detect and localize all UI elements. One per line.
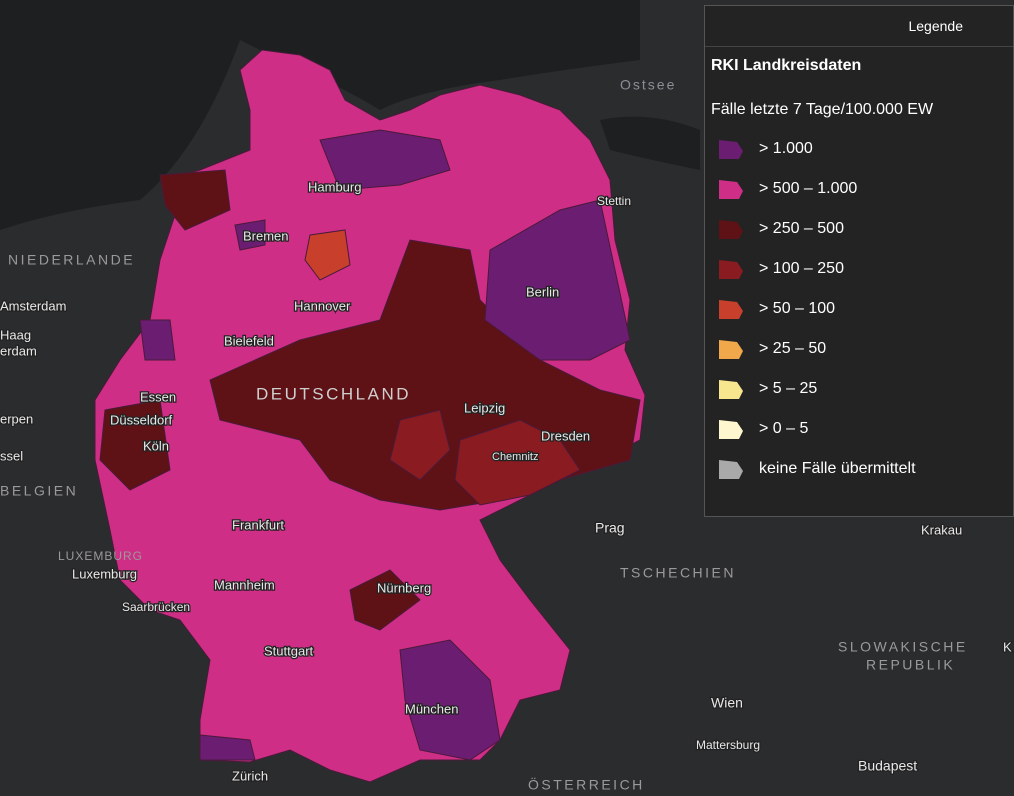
city-label: Frankfurt: [232, 517, 284, 532]
region: [319, 129, 451, 191]
city-label: Bielefeld: [224, 333, 274, 348]
legend-item: > 0 – 5: [705, 409, 1013, 449]
city-label: Düsseldorf: [110, 412, 173, 427]
city-label: Saarbrücken: [122, 600, 190, 614]
legend-item: > 50 – 100: [705, 289, 1013, 329]
swatch-shape: [719, 380, 743, 399]
legend-label: > 100 – 250: [759, 260, 844, 277]
legend-items: > 1.000 > 500 – 1.000 > 250 – 500 > 100 – 2…: [705, 129, 1013, 489]
city-label: Hamburg: [308, 179, 361, 194]
sea: [600, 116, 700, 170]
region: [484, 199, 631, 361]
city-label: Köln: [143, 438, 169, 453]
city-label: Mattersburg: [696, 738, 760, 752]
country-label: LUXEMBURG: [58, 549, 143, 563]
swatch-shape: [719, 220, 743, 239]
city-label: Essen: [140, 389, 176, 404]
city-label: ssel: [0, 448, 23, 463]
sea: [0, 0, 640, 230]
legend-swatch: [719, 340, 743, 359]
city-label: Luxemburg: [72, 566, 137, 581]
city-label: Leipzig: [464, 400, 505, 415]
city-label: K: [1003, 639, 1012, 654]
sea-label: Ostsee: [620, 77, 676, 93]
legend-swatch: [719, 180, 743, 199]
swatch-shape: [719, 180, 743, 199]
legend-label: > 500 – 1.000: [759, 180, 858, 197]
legend-label: > 50 – 100: [759, 300, 836, 317]
country-label: DEUTSCHLAND: [256, 384, 411, 403]
city-label: Bremen: [243, 228, 289, 243]
legend-swatch: [719, 420, 743, 439]
swatch-shape: [719, 420, 743, 439]
city-label: Mannheim: [214, 577, 275, 592]
country-label: REPUBLIK: [866, 657, 955, 673]
city-label: Nürnberg: [377, 580, 431, 595]
country-label: BELGIEN: [0, 483, 78, 499]
legend-swatch: [719, 260, 743, 279]
legend-label: > 250 – 500: [759, 220, 844, 237]
legend-item: > 5 – 25: [705, 369, 1013, 409]
swatch-shape: [719, 460, 743, 479]
region: [304, 229, 351, 281]
swatch-shape: [719, 260, 743, 279]
legend-label: > 25 – 50: [759, 340, 827, 357]
legend-swatch: [719, 220, 743, 239]
legend-title: RKI Landkreisdaten: [711, 57, 862, 74]
city-label: erpen: [0, 411, 33, 426]
legend-item: > 500 – 1.000: [705, 169, 1013, 209]
city-label: Prag: [595, 520, 625, 536]
city-label: Chemnitz: [492, 451, 538, 463]
swatch-shape: [719, 300, 743, 319]
legend-label: > 0 – 5: [759, 420, 809, 437]
legend-label: > 5 – 25: [759, 380, 818, 397]
region: [389, 409, 451, 481]
legend-label: > 1.000: [759, 140, 813, 157]
city-label: Dresden: [541, 428, 590, 443]
country-label: NIEDERLANDE: [8, 252, 135, 268]
region: [234, 219, 266, 251]
swatch-shape: [719, 340, 743, 359]
region: [349, 569, 421, 631]
region: [199, 734, 256, 761]
region: [139, 319, 176, 361]
legend-swatch: [719, 460, 743, 479]
city-label: Wien: [711, 695, 743, 711]
country-label: ÖSTERREICH: [528, 776, 645, 793]
city-label: Stuttgart: [264, 643, 314, 658]
region: [159, 169, 231, 231]
city-label: Krakau: [921, 522, 962, 537]
legend-subtitle: Fälle letzte 7 Tage/100.000 EW: [711, 101, 934, 118]
legend-label: keine Fälle übermittelt: [759, 460, 916, 477]
legend-swatch: [719, 140, 743, 159]
legend-header[interactable]: Legende: [705, 6, 1013, 47]
legend-panel: Legende RKI Landkreisdaten Fälle letzte …: [704, 5, 1014, 517]
legend-item: > 100 – 250: [705, 249, 1013, 289]
city-label: Amsterdam: [0, 298, 66, 313]
city-label: Haag: [0, 327, 31, 342]
city-label: Berlin: [526, 284, 559, 299]
legend-item: > 1.000: [705, 129, 1013, 169]
city-label: Stettin: [597, 194, 631, 208]
legend-swatch: [719, 380, 743, 399]
region: [99, 399, 171, 491]
region: [399, 639, 501, 761]
legend-item: > 250 – 500: [705, 209, 1013, 249]
city-label: Budapest: [858, 758, 917, 774]
country-label: TSCHECHIEN: [620, 565, 736, 581]
swatch-shape: [719, 140, 743, 159]
city-label: erdam: [0, 343, 37, 358]
country-label: SLOWAKISCHE: [838, 639, 968, 655]
legend-item: keine Fälle übermittelt: [705, 449, 1013, 489]
city-label: Hannover: [294, 298, 351, 313]
city-label: München: [405, 701, 458, 716]
legend-swatch: [719, 300, 743, 319]
region: [454, 419, 581, 506]
legend-item: > 25 – 50: [705, 329, 1013, 369]
city-label: Zürich: [232, 768, 268, 783]
